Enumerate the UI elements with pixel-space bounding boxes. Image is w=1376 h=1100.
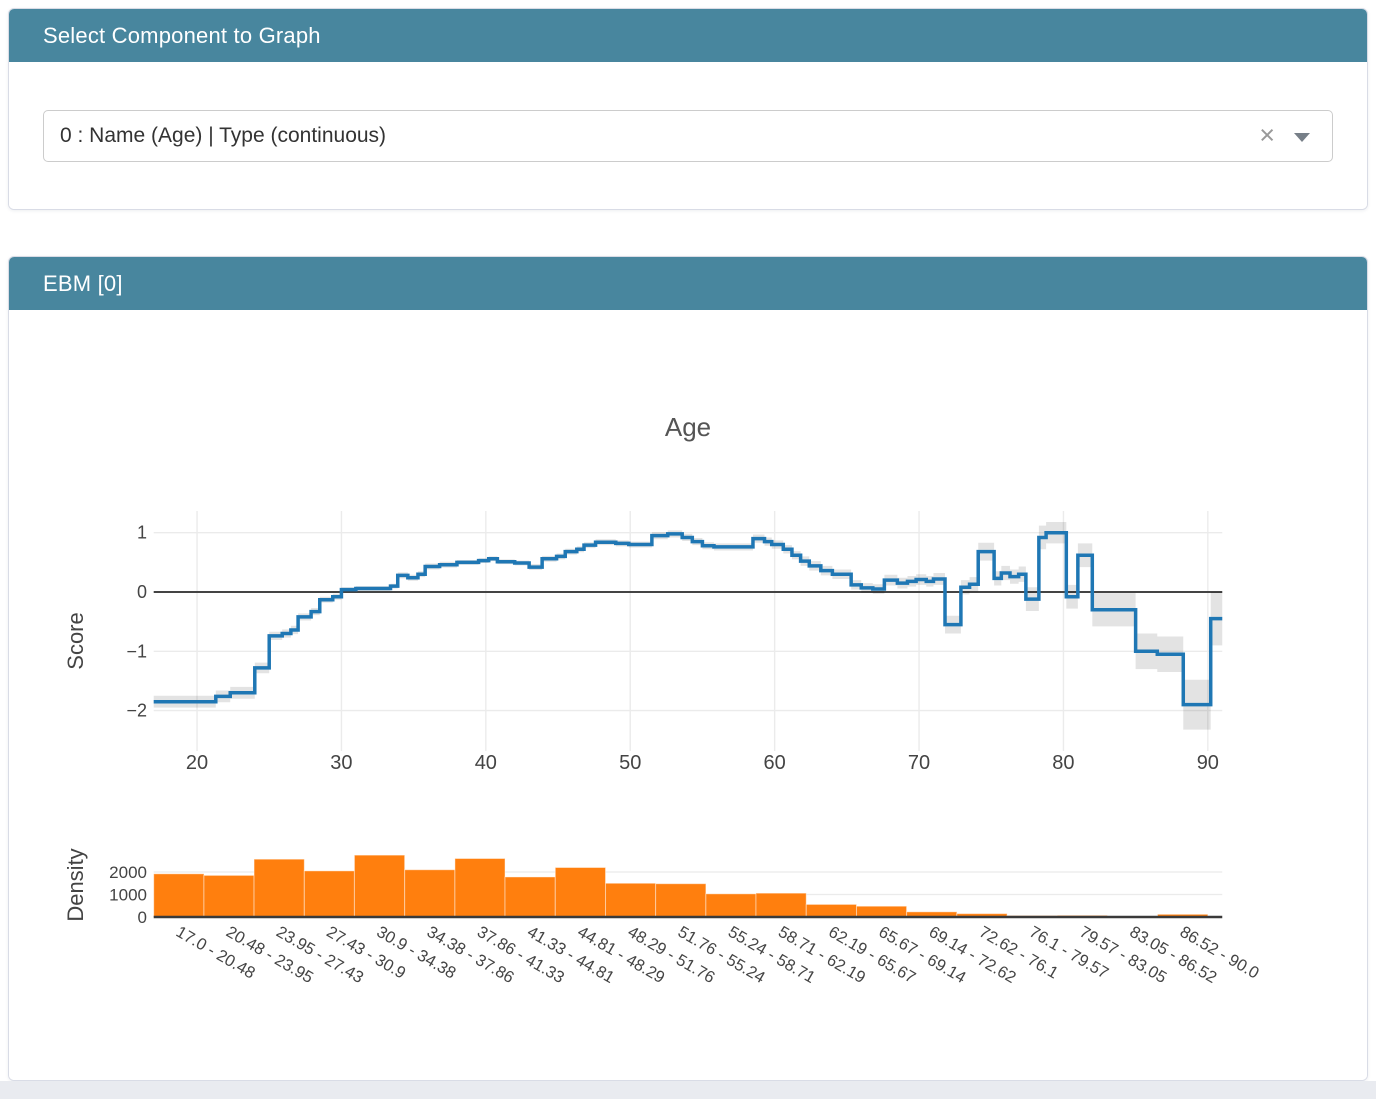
- density-bar: [153, 873, 205, 918]
- density-bar: [855, 905, 908, 918]
- y-axis-title: Score: [63, 612, 88, 669]
- x-tick-label: 90: [1197, 752, 1219, 774]
- ebm-panel-header: EBM [0]: [9, 257, 1367, 310]
- density-axis-title: Density: [63, 848, 88, 921]
- selector-panel-header: Select Component to Graph: [9, 9, 1367, 62]
- ebm-panel-title: EBM [0]: [43, 271, 123, 296]
- component-select-value: 0 : Name (Age) | Type (continuous): [60, 124, 387, 147]
- y-tick-label: −1: [126, 641, 147, 661]
- density-bar: [353, 854, 406, 918]
- x-tick-label: 80: [1052, 752, 1074, 774]
- x-tick-label: 60: [763, 752, 785, 774]
- selector-panel-title: Select Component to Graph: [43, 23, 321, 48]
- chart-title: Age: [665, 412, 711, 442]
- x-tick-label: 20: [186, 752, 208, 774]
- component-selector-panel: Select Component to Graph 0 : Name (Age)…: [8, 8, 1368, 210]
- clear-selection-icon[interactable]: ×: [1259, 119, 1275, 150]
- density-bar: [805, 903, 857, 918]
- ebm-panel-body: Age 20 30 40 50 60 70 80 90 1 0 −1 −2 Score 0 1000 2000 1…: [9, 310, 1367, 1080]
- density-bar: [755, 892, 807, 918]
- density-bar: [504, 876, 556, 918]
- error-band: [153, 522, 1223, 730]
- x-tick-label: 50: [619, 752, 641, 774]
- density-bar: [454, 858, 506, 918]
- score-step-line: [153, 530, 1223, 707]
- component-select-dropdown[interactable]: 0 : Name (Age) | Type (continuous) ×: [43, 110, 1333, 162]
- density-bar: [705, 893, 757, 918]
- x-tick-label: 40: [475, 752, 497, 774]
- x-tick-label: 30: [330, 752, 352, 774]
- x-tick-label: 70: [908, 752, 930, 774]
- density-tick-label: 0: [138, 908, 147, 927]
- density-bar: [203, 874, 255, 918]
- density-bar: [253, 858, 305, 918]
- density-bar: [404, 869, 456, 918]
- y-tick-label: −2: [126, 701, 147, 721]
- selector-panel-body: 0 : Name (Age) | Type (continuous) ×: [9, 62, 1367, 209]
- density-bar: [554, 867, 607, 918]
- chevron-down-icon[interactable]: [1294, 132, 1310, 142]
- page-background-strip: [0, 1081, 1376, 1099]
- density-tick-label: 1000: [109, 886, 147, 905]
- y-tick-label: 1: [137, 523, 147, 543]
- density-bar: [303, 870, 355, 918]
- density-bar: [655, 883, 707, 918]
- density-bar: [605, 882, 657, 918]
- y-tick-label: 0: [137, 582, 147, 602]
- ebm-panel: EBM [0] Age 20 30 40 50 60 70 80 90 1 0 −1 −2 Score 0 1…: [8, 256, 1368, 1081]
- density-tick-label: 2000: [109, 863, 147, 882]
